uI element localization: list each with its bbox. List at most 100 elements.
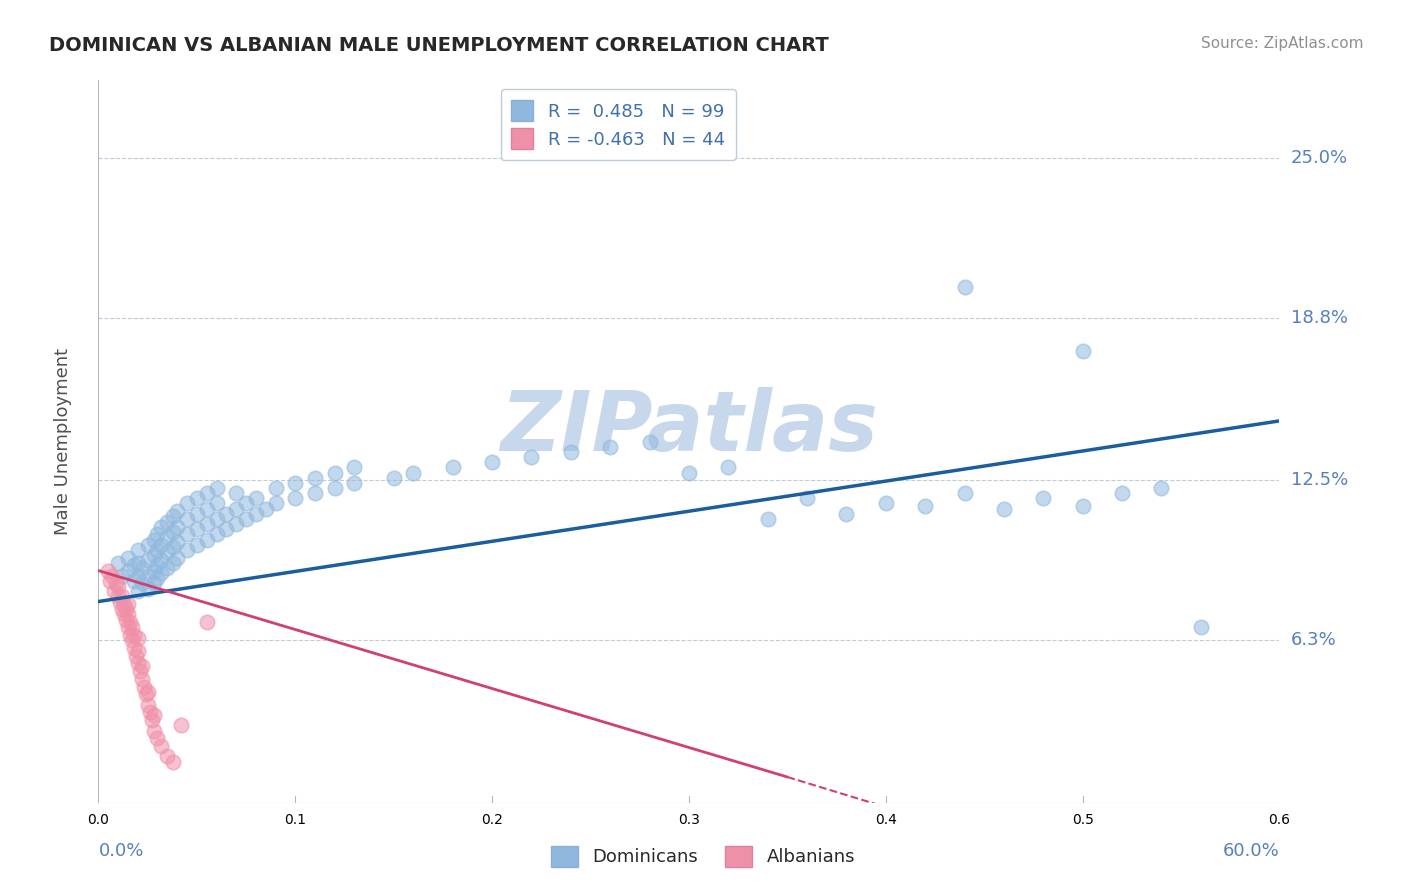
Point [117,607,139,622]
Point [166,504,188,518]
Point [122,628,145,642]
Point [142,533,165,547]
Point [481,455,503,469]
Point [186,491,208,506]
Point [560,445,582,459]
Point [128,664,150,678]
Point [205,512,228,526]
Point [195,486,218,500]
Point [235,496,257,510]
Point [146,571,169,585]
Point [166,535,188,549]
Point [225,517,247,532]
Text: 6.3%: 6.3% [1291,632,1336,649]
Point [382,471,405,485]
Point [195,517,218,532]
Point [195,501,218,516]
Point [638,434,661,449]
Point [127,568,149,582]
Point [115,602,138,616]
Text: ZIPatlas: ZIPatlas [501,386,877,467]
Point [835,507,858,521]
Point [118,628,141,642]
Point [343,460,366,475]
Point [150,566,173,581]
Point [284,475,307,490]
Point [131,561,153,575]
Point [953,486,976,500]
Point [127,542,149,557]
Point [105,576,128,591]
Point [146,558,169,573]
Point [1111,486,1133,500]
Point [142,576,165,591]
Point [323,481,346,495]
Point [520,450,543,464]
Point [156,561,179,575]
Point [127,584,149,599]
Point [1150,481,1173,495]
Point [156,515,179,529]
Point [101,568,124,582]
Point [127,631,149,645]
Point [131,576,153,591]
Point [121,633,143,648]
Point [135,687,157,701]
Point [107,590,129,604]
Point [107,579,129,593]
Point [195,615,218,630]
Point [176,512,198,526]
Point [136,553,159,567]
Point [756,512,779,526]
Point [156,749,179,764]
Point [215,522,238,536]
Point [103,584,125,599]
Point [136,698,159,712]
Point [162,509,184,524]
Point [166,550,188,565]
Text: 12.5%: 12.5% [1291,471,1348,489]
Point [122,574,145,588]
Point [107,556,129,570]
Point [1071,499,1094,513]
Point [176,542,198,557]
Point [142,564,165,578]
Point [156,530,179,544]
Point [264,496,287,510]
Point [402,466,425,480]
Point [125,648,148,663]
Point [142,548,165,562]
Point [264,481,287,495]
Point [304,471,326,485]
Point [136,568,159,582]
Point [186,522,208,536]
Point [122,558,145,573]
Text: DOMINICAN VS ALBANIAN MALE UNEMPLOYMENT CORRELATION CHART: DOMINICAN VS ALBANIAN MALE UNEMPLOYMENT … [49,36,830,54]
Point [141,713,163,727]
Point [150,519,173,533]
Point [254,501,277,516]
Point [136,538,159,552]
Point [146,527,169,541]
Point [111,568,134,582]
Point [195,533,218,547]
Point [115,613,138,627]
Point [176,496,198,510]
Point [304,486,326,500]
Point [599,440,621,454]
Point [127,657,149,671]
Point [225,486,247,500]
Point [914,499,936,513]
Point [98,574,121,588]
Text: 18.8%: 18.8% [1291,309,1347,326]
Point [162,524,184,539]
Point [150,739,173,753]
Point [235,512,257,526]
Text: 25.0%: 25.0% [1291,149,1348,167]
Point [121,620,143,634]
Point [131,672,153,686]
Point [108,594,131,608]
Text: 0.0%: 0.0% [98,842,143,860]
Point [112,597,135,611]
Point [1071,344,1094,359]
